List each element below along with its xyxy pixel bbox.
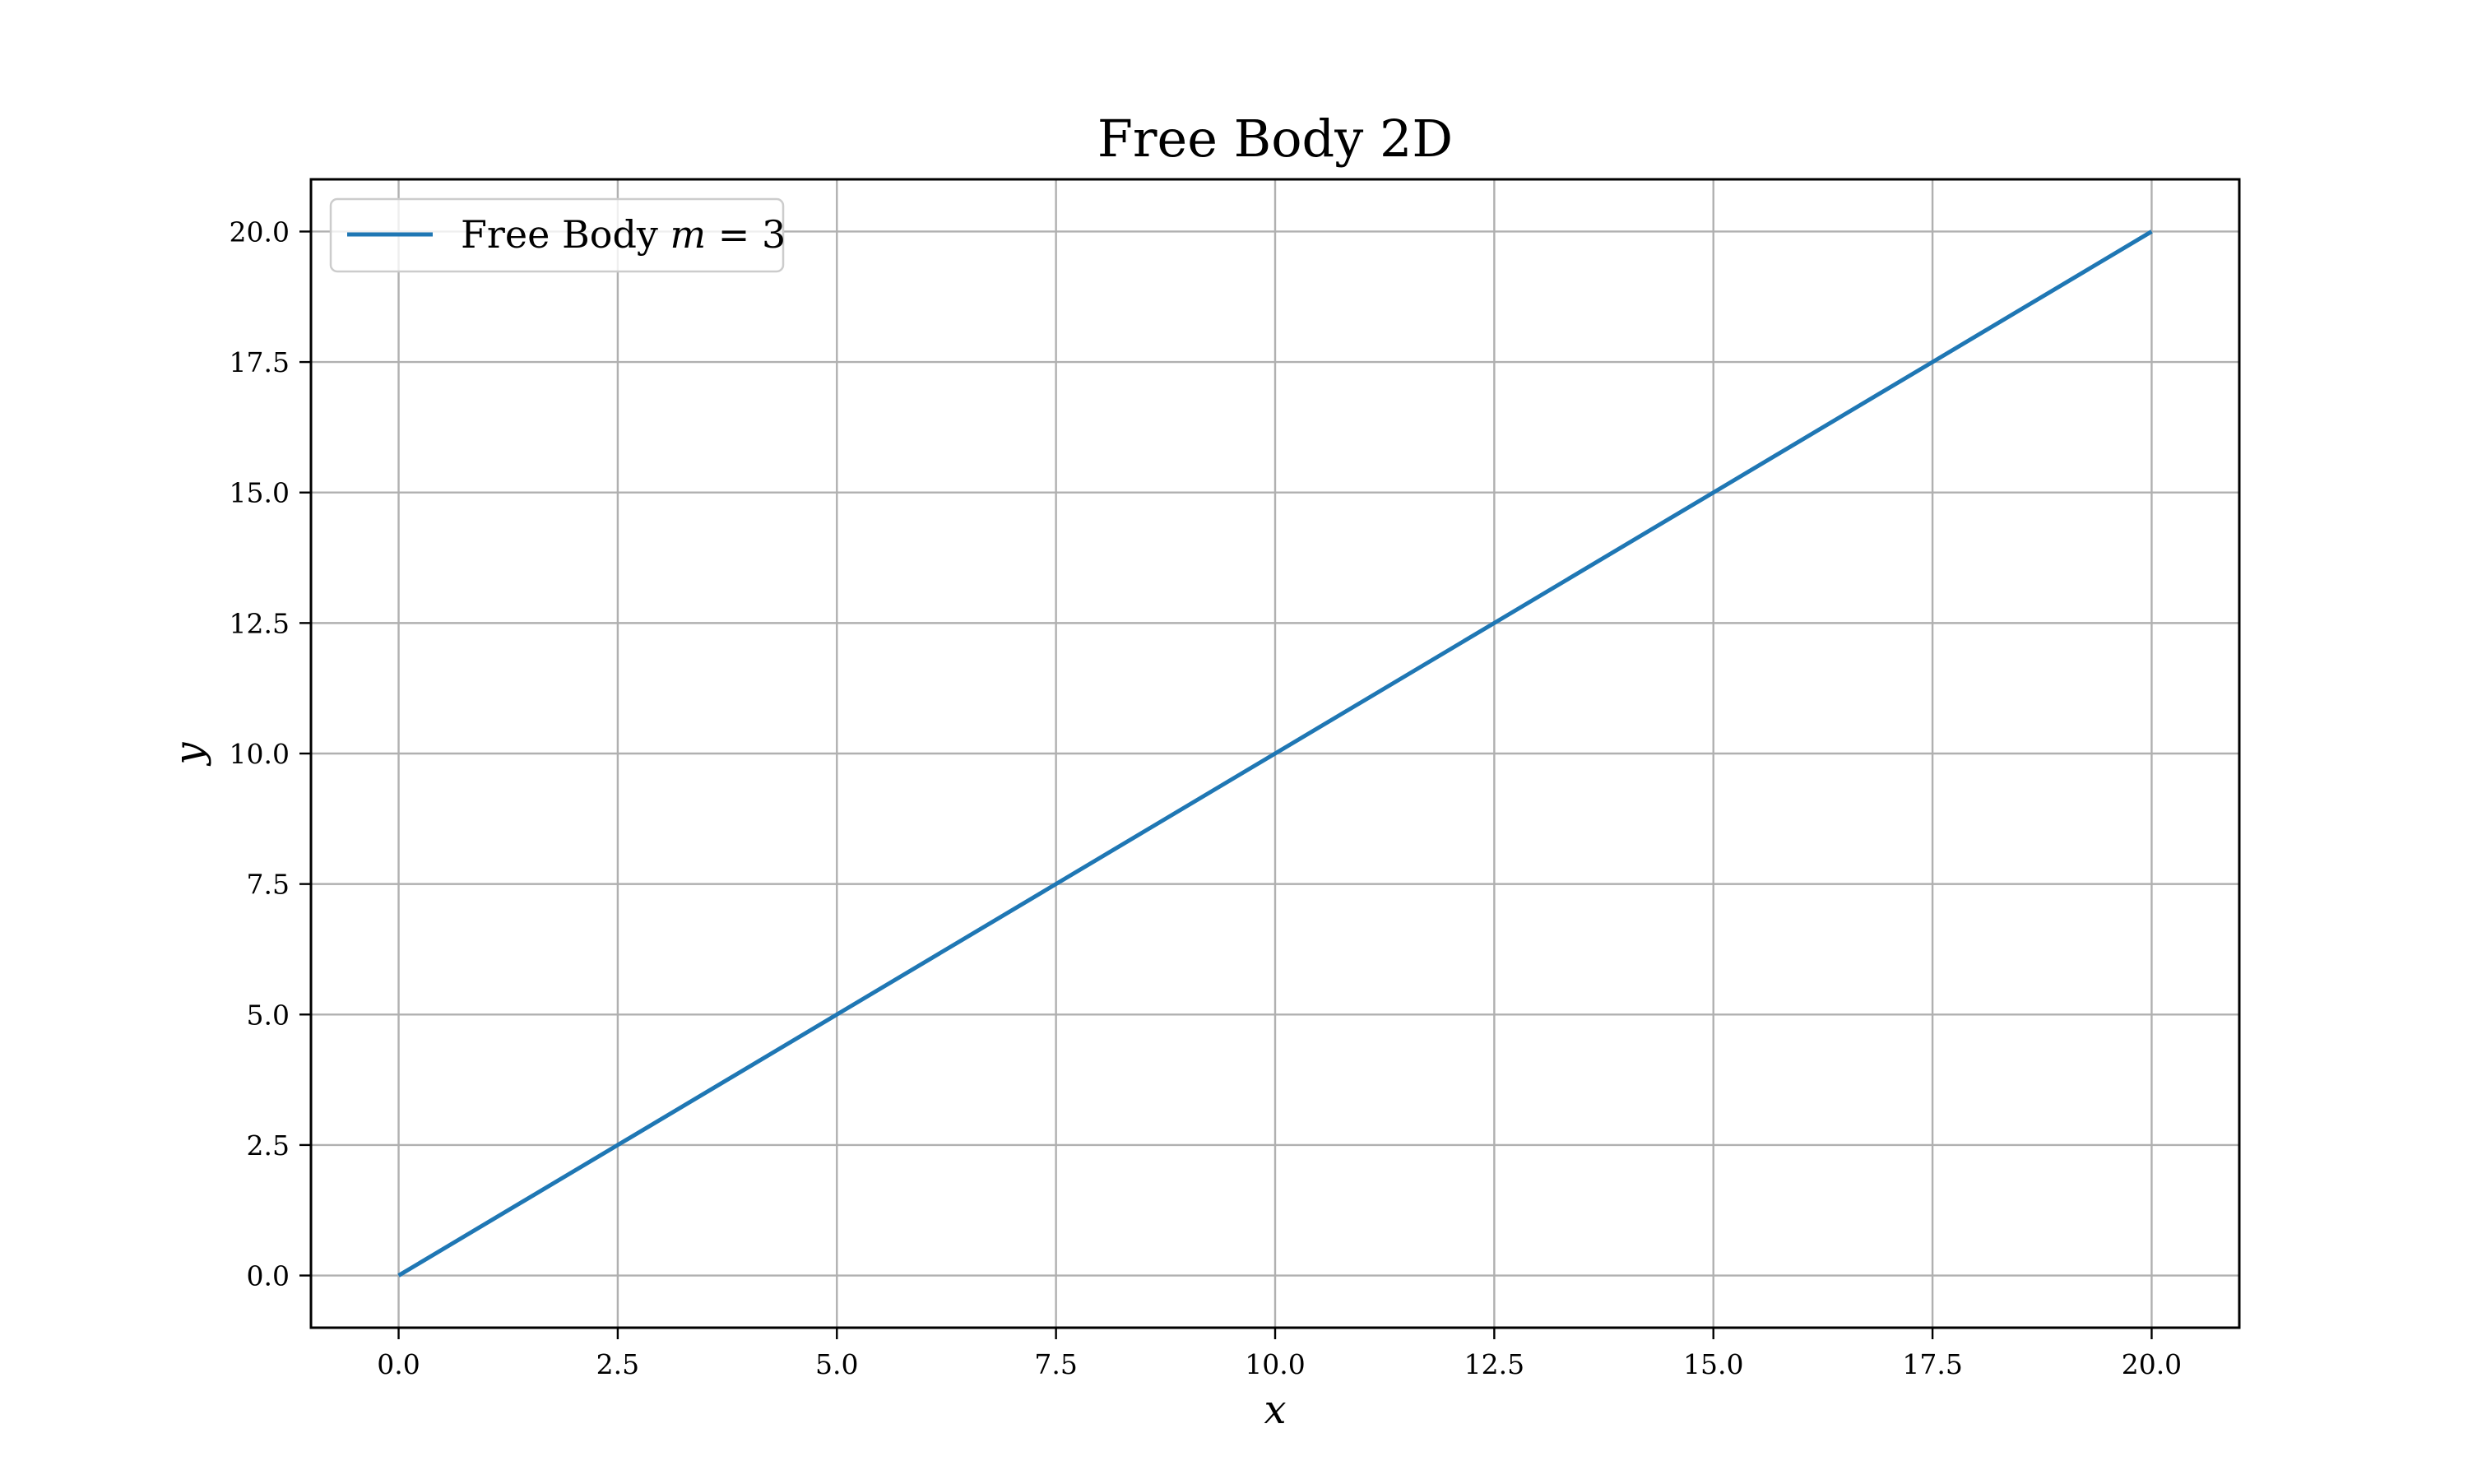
legend-box — [329, 197, 785, 273]
x-tick-label-4: 10.0 — [1245, 1348, 1305, 1380]
legend-label-math-rest: = 3 — [706, 212, 786, 257]
y-tick-label-0: 0.0 — [247, 1260, 290, 1292]
y-tick-label-8: 20.0 — [230, 216, 290, 248]
legend-label-math-var: m — [670, 212, 707, 257]
x-axis-label: x — [1264, 1387, 1286, 1433]
series-line-0 — [397, 230, 2153, 1278]
y-axis-ticks: 0.0 2.5 5.0 7.5 10.0 12.5 15.0 17.5 20.0 — [230, 216, 311, 1292]
x-axis-ticks: 0.0 2.5 5.0 7.5 10.0 12.5 15.0 17.5 20.0 — [377, 1328, 2182, 1380]
y-axis-label: y — [166, 742, 212, 767]
y-tick-label-5: 12.5 — [230, 607, 290, 639]
x-tick-label-1: 2.5 — [596, 1348, 639, 1380]
x-tick-label-6: 15.0 — [1683, 1348, 1743, 1380]
y-tick-label-6: 15.0 — [230, 477, 290, 509]
y-tick-label-3: 7.5 — [247, 869, 290, 901]
y-tick-label-7: 17.5 — [230, 346, 290, 378]
y-tick-label-4: 10.0 — [230, 738, 290, 770]
series-layer — [397, 230, 2153, 1278]
y-tick-label-2: 5.0 — [247, 999, 290, 1031]
x-tick-label-3: 7.5 — [1034, 1348, 1077, 1380]
x-tick-label-0: 0.0 — [377, 1348, 420, 1380]
chart-title: Free Body 2D — [1097, 109, 1453, 169]
y-tick-label-1: 2.5 — [247, 1129, 290, 1162]
legend-label-prefix: Free Body — [461, 212, 670, 257]
legend-entry-label: Free Body m = 3 — [461, 212, 786, 257]
legend: Free Body m = 3 — [329, 197, 786, 273]
x-tick-label-2: 5.0 — [815, 1348, 858, 1380]
x-tick-label-5: 12.5 — [1464, 1348, 1524, 1380]
x-tick-label-7: 17.5 — [1902, 1348, 1962, 1380]
x-tick-label-8: 20.0 — [2122, 1348, 2182, 1380]
